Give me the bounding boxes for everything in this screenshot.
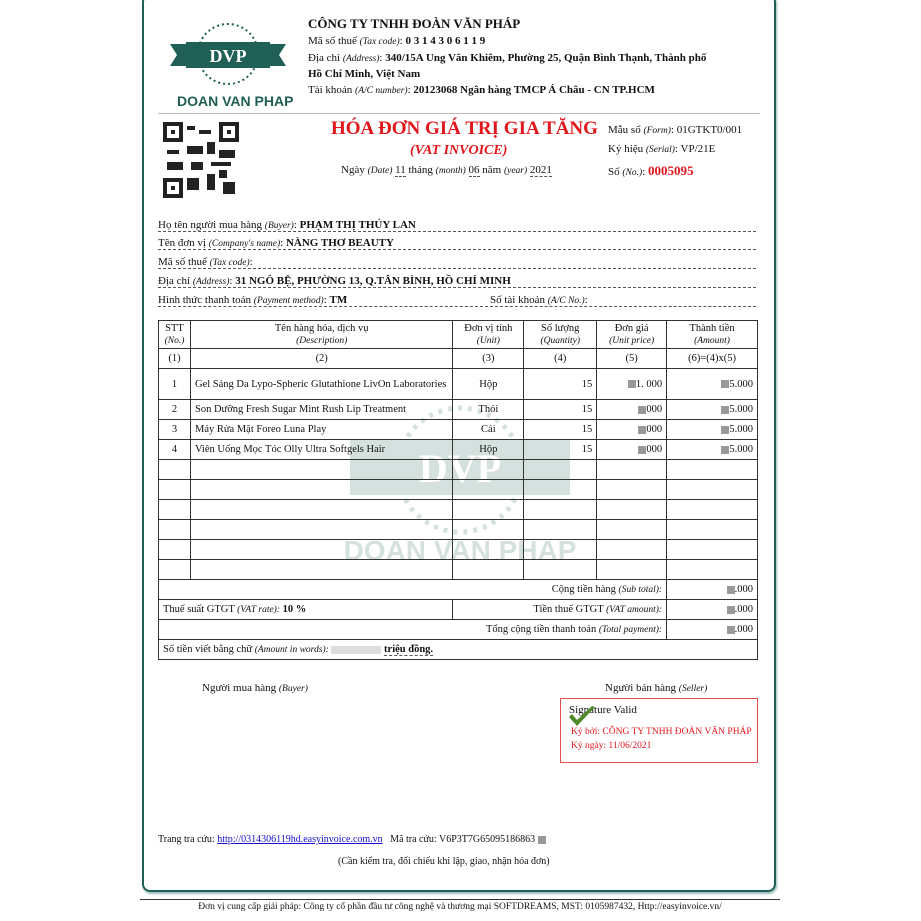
buyer-company: Tên đơn vị (Company's name): NÀNG THƠ BE…: [158, 237, 756, 250]
table-row: 3 Máy Rửa Mặt Foreo Luna Play Cái 15 000 5.0…: [158, 419, 758, 440]
qr-code: [163, 122, 239, 198]
digital-signature-box[interactable]: Signature Valid Ký bởi: CÔNG TY TNHH ĐOÀ…: [560, 698, 758, 763]
footer-divider: [140, 899, 780, 900]
empty-row: [158, 519, 758, 540]
company-name: CÔNG TY TNHH ĐOÀN VĂN PHÁP: [308, 16, 521, 31]
invoice-date: Ngày (Date) 11 tháng (month) 06 năm (yea…: [341, 164, 552, 177]
lookup-code: V6P3T7G65095186863: [439, 834, 536, 845]
subtotal-row: Cộng tiền hàng (Sub total): .000: [157, 579, 758, 600]
col-amount: Thành tiền (Amount): [666, 320, 758, 349]
total-row: Tổng cộng tiền thanh toán (Total payment…: [157, 619, 758, 640]
invoice-form: Mẫu số (Form): 01GTKT0/001: [608, 124, 743, 136]
header-divider: [158, 113, 760, 114]
company-address: Địa chỉ (Address): 340/15A Ung Văn Khiêm…: [308, 52, 707, 64]
company-logo: DVP: [170, 23, 286, 85]
buyer-account: Số tài khoản (A/C No.):: [490, 294, 756, 307]
checkmark-icon: [569, 706, 595, 726]
vat-row: Thuế suất GTGT (VAT rate): 10 % Tiền thuế…: [157, 599, 758, 620]
empty-row: [158, 539, 758, 560]
column-number-row: (1) (2) (3) (4) (5) (6)=(4)x(5): [158, 348, 758, 369]
empty-row: [158, 499, 758, 520]
buyer-tax: Mã số thuế (Tax code):: [158, 256, 756, 269]
logo-name: DOAN VAN PHAP: [177, 93, 294, 109]
empty-row: [158, 459, 758, 480]
items-table: STT (No.) Tên hàng hóa, dịch vụ (Descripti…: [157, 320, 758, 660]
buyer-name: Họ tên người mua hàng (Buyer): PHẠM THỊ …: [158, 219, 756, 232]
table-row: 2 Son Dưỡng Fresh Sugar Mint Rush Lip Tre…: [158, 399, 758, 420]
invoice-frame: [142, 0, 776, 892]
amount-in-words-row: Số tiền viết bằng chữ (Amount in words):…: [158, 639, 758, 660]
payment-method: Hình thức thanh toán (Payment method): T…: [158, 294, 488, 307]
col-no: STT (No.): [158, 320, 191, 349]
table-header-row: STT (No.) Tên hàng hóa, dịch vụ (Descripti…: [158, 320, 758, 349]
lookup-link[interactable]: http://0314306119hd.easyinvoice.com.vn: [217, 834, 383, 845]
col-qty: Số lượng (Quantity): [523, 320, 598, 349]
empty-row: [158, 479, 758, 500]
empty-row: [158, 559, 758, 580]
logo-initials: DVP: [210, 46, 247, 66]
table-row: 4 Viên Uống Mọc Tóc Olly Ultra Softgels H…: [158, 439, 758, 460]
col-price: Đơn giá (Unit price): [596, 320, 668, 349]
company-address-2: Hồ Chí Minh, Việt Nam: [308, 68, 421, 80]
footer-provider: Đơn vị cung cấp giải pháp: Công ty cổ ph…: [198, 902, 722, 912]
lookup-line: Trang tra cứu: http://0314306119hd.easyi…: [158, 834, 546, 845]
buyer-address: Địa chỉ (Address): 31 NGÔ BỆ, PHƯỜNG 13,…: [158, 275, 756, 288]
invoice-subtitle: (VAT INVOICE): [410, 143, 508, 158]
table-row: 1 Gel Sáng Da Lypo-Spheric Glutathione Li…: [158, 368, 758, 400]
seller-signature-label: Người bán hàng (Seller): [605, 682, 708, 694]
signed-by: Ký bởi: CÔNG TY TNHH ĐOÀN VĂN PHÁP: [571, 727, 752, 737]
signed-date: Ký ngày: 11/06/2021: [571, 741, 652, 751]
company-account: Tài khoản (A/C number): 20123068 Ngân hà…: [308, 84, 655, 96]
invoice-number: Số (No.): 0005095: [608, 163, 694, 178]
invoice-serial: Ký hiệu (Serial): VP/21E: [608, 143, 716, 155]
company-tax: Mã số thuế (Tax code): 0 3 1 4 3 0 6 1 1…: [308, 35, 486, 47]
invoice-title: HÓA ĐƠN GIÁ TRỊ GIA TĂNG: [331, 118, 598, 139]
buyer-signature-label: Người mua hàng (Buyer): [202, 682, 308, 694]
col-unit: Đơn vị tính (Unit): [452, 320, 525, 349]
lookup-note: (Cần kiểm tra, đối chiếu khi lập, giao, …: [338, 856, 550, 867]
col-desc: Tên hàng hóa, dịch vụ (Description): [189, 320, 454, 349]
